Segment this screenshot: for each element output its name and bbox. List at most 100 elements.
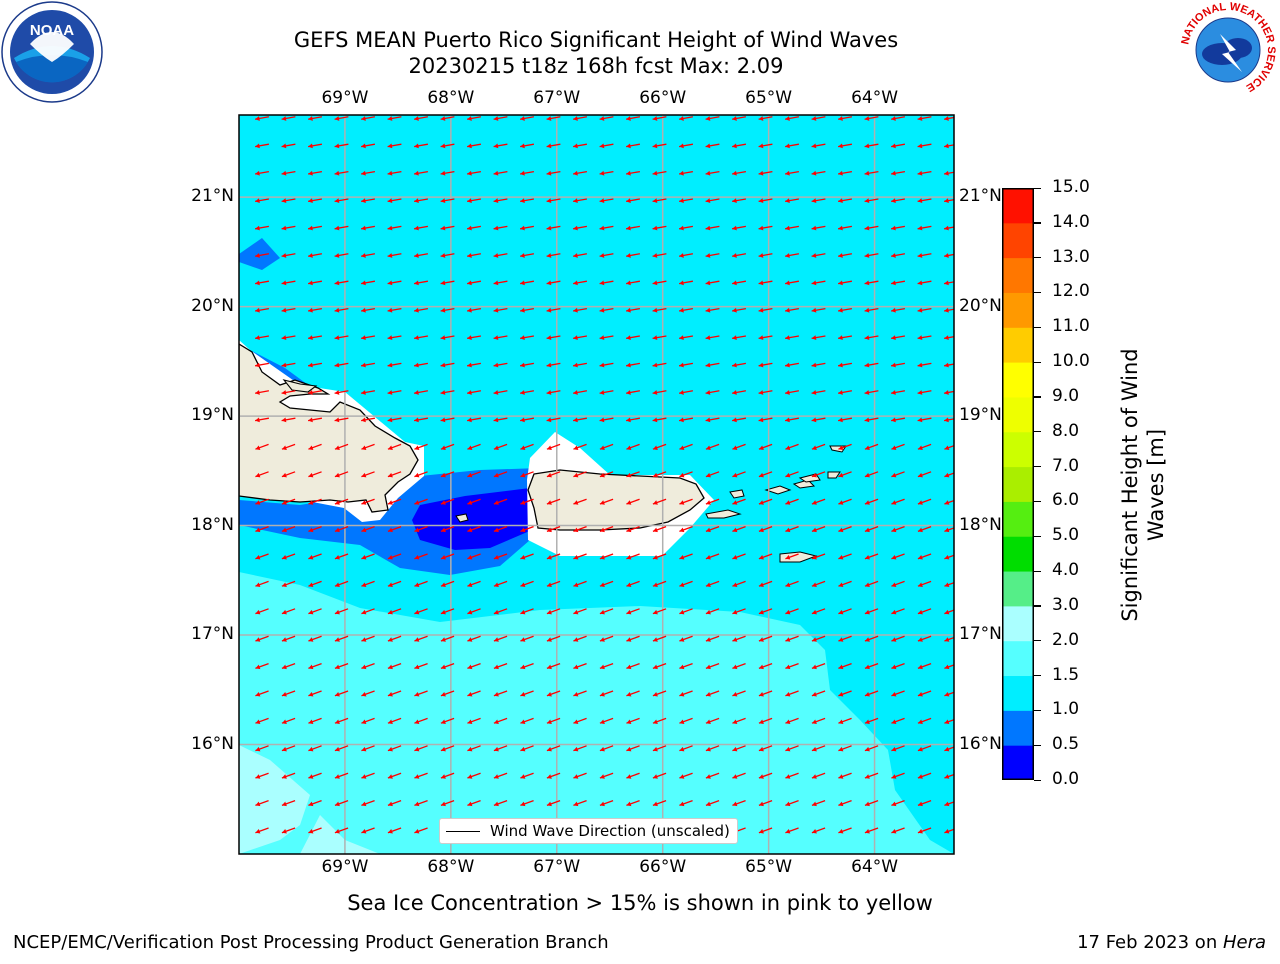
wave-arrow-head (891, 445, 897, 450)
wave-arrow-head (467, 116, 472, 121)
wave-arrow-head (838, 198, 843, 204)
wave-arrow-head (785, 664, 791, 670)
wave-arrow-head (732, 225, 737, 231)
wave-arrow-head (864, 555, 870, 560)
wave-arrow-head (599, 582, 605, 587)
wave-arrow-head (811, 829, 817, 834)
wave-arrow-head (255, 829, 261, 834)
wave-arrow-head (414, 774, 420, 779)
wave-arrow-head (705, 746, 711, 752)
wave-arrow-head (732, 362, 737, 368)
colorbar-tick-label: 7.0 (1052, 455, 1080, 476)
wave-arrow-head (626, 170, 631, 176)
wave-arrow-head (811, 253, 817, 258)
wave-arrow-head (785, 774, 791, 779)
wave-arrow-head (493, 280, 499, 286)
wave-arrow-head (520, 170, 525, 176)
wave-arrow-head (387, 555, 393, 560)
wave-arrow-head (467, 253, 472, 258)
wave-arrow-head (838, 555, 844, 560)
wave-arrow-head (626, 198, 631, 204)
wave-arrow-head (758, 609, 764, 615)
wave-arrow-head (811, 225, 817, 231)
colorbar-tick-mark (1034, 500, 1041, 503)
wave-arrow-head (361, 692, 367, 697)
title-line-2: 20230215 t18z 168h fcst Max: 2.09 (408, 54, 784, 78)
wave-arrow-head (414, 280, 419, 286)
wave-arrow-head (520, 527, 526, 533)
colorbar-tick-mark (1034, 291, 1041, 294)
wave-arrow-head (652, 143, 658, 149)
wave-arrow-head (546, 582, 552, 587)
colorbar-tick-label: 0.5 (1052, 734, 1080, 755)
wave-arrow-head (255, 253, 260, 258)
wave-arrow-head (679, 692, 685, 697)
wave-arrow-head (758, 774, 764, 779)
wave-arrow-head (467, 555, 473, 560)
wave-arrow-head (917, 500, 923, 505)
wave-arrow-head (387, 609, 393, 615)
wave-arrow-head (546, 719, 552, 724)
wave-arrow-head (917, 746, 923, 752)
wave-arrow-head (679, 664, 685, 670)
wave-arrow-head (493, 472, 499, 478)
wave-arrow-head (732, 801, 738, 807)
wave-arrow-head (599, 280, 605, 286)
wave-arrow-head (917, 692, 923, 697)
wave-arrow-head (387, 307, 393, 313)
wave-arrow-head (626, 500, 632, 505)
wave-arrow-head (255, 280, 260, 286)
wave-arrow-head (785, 555, 791, 560)
wave-arrow-head (626, 390, 631, 395)
wave-arrow-head (626, 362, 631, 368)
wave-arrow-head (573, 198, 578, 204)
wave-arrow-head (652, 198, 658, 204)
wave-arrow-head (520, 555, 526, 560)
colorbar-tick-mark (1034, 396, 1041, 398)
colorbar-tick-mark (1034, 744, 1041, 746)
wave-arrow-head (334, 307, 340, 313)
wave-arrow-head (334, 582, 340, 587)
wave-arrow-head (520, 143, 525, 149)
wave-arrow-head (944, 116, 949, 121)
wave-arrow-head (387, 390, 393, 395)
wave-arrow-head (652, 362, 658, 368)
wave-arrow-head (334, 143, 340, 149)
wave-arrow-head (334, 417, 340, 423)
wave-arrow-head (387, 500, 393, 505)
wave-arrow-head (334, 280, 340, 286)
island-st-thomas (764, 485, 792, 495)
wave-arrow-head (864, 280, 870, 286)
wave-arrow-head (414, 307, 419, 313)
bottom-lon-tick: 69°W (321, 857, 369, 877)
wave-arrow-head (944, 307, 949, 313)
wave-arrow-head (520, 719, 526, 724)
wave-arrow-head (864, 582, 870, 587)
right-lat-tick: 20°N (959, 295, 1002, 316)
wave-arrow-head (414, 664, 420, 670)
footer-date: 17 Feb 2023 on (1077, 932, 1223, 953)
wave-arrow-head (414, 582, 420, 587)
wave-arrow-head (864, 253, 870, 258)
colorbar-tick-label: 4.0 (1052, 560, 1080, 581)
wave-arrow-head (573, 582, 579, 587)
wave-arrow-head (944, 527, 950, 533)
wave-arrow-head (864, 692, 870, 697)
wave-arrow-head (573, 307, 578, 313)
wave-arrow-head (308, 225, 313, 231)
wave-arrow-head (255, 170, 260, 176)
wave-arrow-head (864, 829, 870, 834)
wave-arrow-head (891, 170, 896, 176)
wave-arrow-head (255, 143, 260, 149)
wave-arrow-head (758, 335, 764, 341)
wave-arrow-head (652, 225, 658, 231)
wave-arrow-head (705, 555, 711, 560)
wave-arrow-head (546, 143, 552, 149)
wave-arrow-head (891, 582, 897, 587)
wave-arrow-head (679, 143, 684, 149)
wave-arrow-head (838, 692, 844, 697)
colorbar-tick-label: 1.5 (1052, 664, 1080, 685)
wave-arrow-head (652, 500, 658, 505)
wave-arrow-head (440, 417, 446, 423)
